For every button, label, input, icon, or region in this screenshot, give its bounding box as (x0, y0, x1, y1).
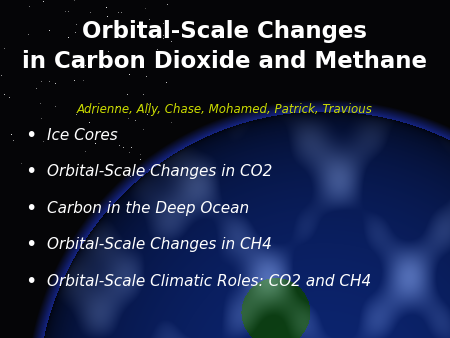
Text: Orbital-Scale Climatic Roles: CO2 and CH4: Orbital-Scale Climatic Roles: CO2 and CH… (47, 274, 372, 289)
Text: Ice Cores: Ice Cores (47, 128, 118, 143)
Text: •: • (25, 235, 36, 254)
Text: •: • (25, 272, 36, 291)
Text: •: • (25, 162, 36, 181)
Text: Adrienne, Ally, Chase, Mohamed, Patrick, Travious: Adrienne, Ally, Chase, Mohamed, Patrick,… (77, 103, 373, 116)
Text: Orbital-Scale Changes
in Carbon Dioxide and Methane: Orbital-Scale Changes in Carbon Dioxide … (22, 20, 427, 73)
Text: •: • (25, 126, 36, 145)
Text: •: • (25, 199, 36, 218)
Text: Carbon in the Deep Ocean: Carbon in the Deep Ocean (47, 201, 249, 216)
Text: Orbital-Scale Changes in CO2: Orbital-Scale Changes in CO2 (47, 164, 273, 179)
Text: Orbital-Scale Changes in CH4: Orbital-Scale Changes in CH4 (47, 237, 272, 252)
